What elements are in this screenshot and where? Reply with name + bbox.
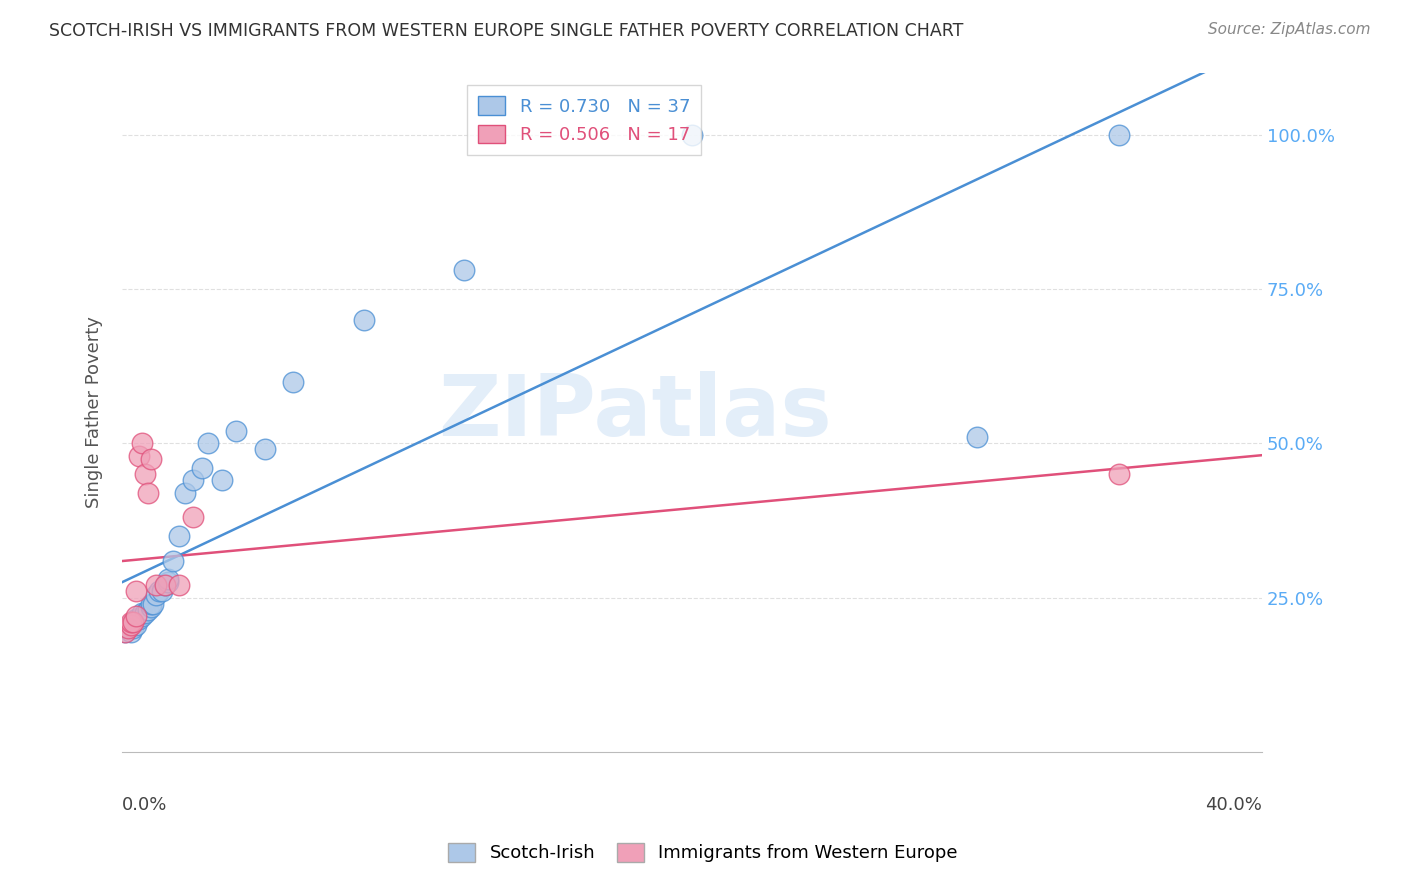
Point — [120, 615, 142, 630]
Point — [114, 624, 136, 639]
Point — [148, 584, 170, 599]
Point — [136, 485, 159, 500]
Point — [681, 128, 703, 142]
Point — [125, 609, 148, 624]
Point — [131, 609, 153, 624]
Point — [966, 430, 988, 444]
Point — [225, 424, 247, 438]
Point — [125, 584, 148, 599]
Point — [211, 473, 233, 487]
Point — [1108, 467, 1130, 482]
Point — [117, 622, 139, 636]
Point — [120, 618, 142, 632]
Point — [145, 588, 167, 602]
Text: 40.0%: 40.0% — [1205, 796, 1263, 814]
Point — [125, 612, 148, 626]
Text: Source: ZipAtlas.com: Source: ZipAtlas.com — [1208, 22, 1371, 37]
Point — [156, 572, 179, 586]
Text: ZIPatlas: ZIPatlas — [439, 371, 832, 454]
Point — [167, 529, 190, 543]
Point — [353, 313, 375, 327]
Point — [120, 618, 142, 632]
Point — [142, 597, 165, 611]
Point — [145, 578, 167, 592]
Point — [253, 442, 276, 457]
Point — [131, 606, 153, 620]
Text: SCOTCH-IRISH VS IMMIGRANTS FROM WESTERN EUROPE SINGLE FATHER POVERTY CORRELATION: SCOTCH-IRISH VS IMMIGRANTS FROM WESTERN … — [49, 22, 963, 40]
Point — [122, 615, 145, 630]
Point — [153, 578, 176, 592]
Point — [134, 606, 156, 620]
Legend: Scotch-Irish, Immigrants from Western Europe: Scotch-Irish, Immigrants from Western Eu… — [441, 836, 965, 870]
Point — [114, 624, 136, 639]
Point — [125, 618, 148, 632]
Point — [131, 436, 153, 450]
Point — [128, 449, 150, 463]
Point — [191, 461, 214, 475]
Point — [120, 624, 142, 639]
Point — [1108, 128, 1130, 142]
Point — [122, 622, 145, 636]
Point — [181, 473, 204, 487]
Point — [181, 510, 204, 524]
Legend: R = 0.730   N = 37, R = 0.506   N = 17: R = 0.730 N = 37, R = 0.506 N = 17 — [467, 86, 702, 155]
Point — [453, 263, 475, 277]
Point — [162, 553, 184, 567]
Point — [150, 584, 173, 599]
Point — [281, 375, 304, 389]
Point — [136, 603, 159, 617]
Point — [139, 451, 162, 466]
Point — [197, 436, 219, 450]
Point — [117, 622, 139, 636]
Point — [156, 575, 179, 590]
Point — [122, 615, 145, 630]
Point — [128, 612, 150, 626]
Point — [139, 599, 162, 614]
Point — [139, 597, 162, 611]
Point — [134, 467, 156, 482]
Point — [153, 578, 176, 592]
Point — [173, 485, 195, 500]
Text: 0.0%: 0.0% — [122, 796, 167, 814]
Y-axis label: Single Father Poverty: Single Father Poverty — [86, 317, 103, 508]
Point — [167, 578, 190, 592]
